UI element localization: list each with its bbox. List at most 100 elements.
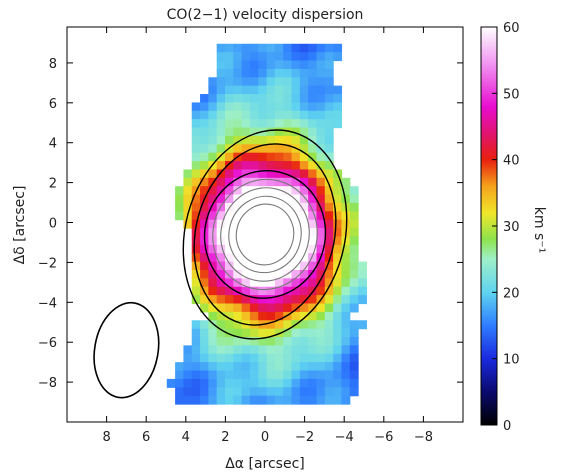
map-pixel bbox=[208, 311, 218, 321]
map-pixel bbox=[308, 353, 318, 363]
map-pixel bbox=[308, 85, 318, 95]
map-pixel bbox=[200, 320, 209, 330]
map-pixel bbox=[175, 378, 185, 388]
map-pixel bbox=[249, 177, 259, 187]
map-pixel bbox=[283, 320, 293, 330]
map-pixel bbox=[341, 186, 351, 196]
contour-line bbox=[182, 129, 348, 340]
map-pixel bbox=[200, 244, 209, 254]
map-pixel bbox=[241, 370, 251, 380]
beam-ellipse bbox=[93, 301, 160, 399]
map-pixel bbox=[216, 94, 226, 104]
map-pixel bbox=[308, 211, 318, 221]
map-pixel bbox=[183, 353, 193, 363]
map-pixel bbox=[349, 337, 359, 346]
map-pixel bbox=[341, 353, 351, 363]
map-pixel bbox=[308, 328, 318, 338]
map-pixel bbox=[324, 370, 334, 380]
map-pixel bbox=[324, 60, 334, 70]
map-pixel bbox=[308, 110, 318, 120]
map-pixel bbox=[225, 387, 234, 397]
y-tick-label: −6 bbox=[38, 336, 57, 351]
map-pixel bbox=[324, 177, 334, 187]
map-pixel bbox=[308, 244, 318, 254]
colorbar-tick-label: 10 bbox=[503, 353, 520, 368]
map-pixel bbox=[291, 94, 301, 104]
map-pixel bbox=[200, 177, 209, 187]
map-pixel bbox=[200, 387, 209, 397]
map-pixel bbox=[266, 295, 276, 305]
map-pixel bbox=[291, 152, 301, 162]
map-pixel bbox=[233, 135, 243, 145]
map-pixel bbox=[274, 177, 284, 187]
map-pixel bbox=[175, 194, 185, 204]
map-pixel bbox=[249, 135, 259, 145]
map-pixel bbox=[308, 395, 318, 405]
map-pixel bbox=[258, 387, 268, 397]
map-pixel bbox=[249, 85, 259, 95]
map-pixel bbox=[208, 161, 218, 171]
map-pixel bbox=[291, 337, 301, 346]
map-pixel bbox=[183, 345, 193, 355]
map-pixel bbox=[208, 337, 218, 346]
map-pixel bbox=[291, 135, 301, 145]
map-pixel bbox=[208, 370, 218, 380]
map-pixel bbox=[266, 261, 276, 271]
map-pixel bbox=[274, 85, 284, 95]
map-pixel bbox=[308, 60, 318, 70]
map-pixel bbox=[241, 345, 251, 355]
map-pixel bbox=[258, 202, 268, 212]
map-pixel bbox=[291, 261, 301, 271]
map-pixel bbox=[191, 253, 201, 263]
map-pixel bbox=[200, 362, 209, 372]
map-pixel bbox=[258, 169, 268, 179]
map-pixel bbox=[241, 194, 251, 204]
map-pixel bbox=[333, 253, 343, 263]
map-pixel bbox=[241, 303, 251, 313]
map-pixel bbox=[208, 194, 218, 204]
map-pixel bbox=[291, 68, 301, 78]
map-pixel bbox=[208, 127, 218, 137]
map-pixel bbox=[283, 202, 293, 212]
contour-line bbox=[212, 178, 318, 291]
map-pixel bbox=[266, 387, 276, 397]
map-pixel bbox=[258, 52, 268, 62]
map-pixel bbox=[283, 311, 293, 321]
map-pixel bbox=[216, 286, 226, 296]
map-pixel bbox=[274, 370, 284, 380]
map-pixel bbox=[233, 144, 243, 154]
y-axis-ticks: 8 6 4 2 0 −2 −4 −6 −8 bbox=[38, 57, 463, 391]
map-pixel bbox=[249, 202, 259, 212]
map-pixel bbox=[291, 253, 301, 263]
map-pixel bbox=[324, 219, 334, 229]
map-pixel bbox=[266, 303, 276, 313]
map-pixel bbox=[333, 269, 343, 279]
map-pixel bbox=[333, 387, 343, 397]
map-pixel bbox=[333, 328, 343, 338]
map-pixel bbox=[299, 77, 309, 87]
map-pixel bbox=[341, 253, 351, 263]
map-pixel bbox=[324, 320, 334, 330]
map-pixel bbox=[349, 194, 359, 204]
map-pixel bbox=[183, 378, 193, 388]
map-pixel bbox=[274, 68, 284, 78]
map-pixel bbox=[341, 177, 351, 187]
map-pixel bbox=[349, 378, 359, 388]
map-pixel bbox=[291, 77, 301, 87]
map-pixel bbox=[225, 278, 234, 288]
map-pixel bbox=[349, 362, 359, 372]
map-pixel bbox=[208, 328, 218, 338]
map-pixel bbox=[225, 77, 234, 87]
map-pixel bbox=[316, 219, 326, 229]
map-pixel bbox=[233, 261, 243, 271]
map-pixel bbox=[183, 169, 193, 179]
map-pixel bbox=[249, 152, 259, 162]
map-pixel bbox=[341, 278, 351, 288]
map-pixel bbox=[249, 345, 259, 355]
map-pixel bbox=[216, 127, 226, 137]
map-pixel bbox=[299, 119, 309, 129]
map-pixel bbox=[283, 135, 293, 145]
map-pixel bbox=[216, 219, 226, 229]
map-pixel bbox=[324, 211, 334, 221]
map-pixel bbox=[341, 370, 351, 380]
